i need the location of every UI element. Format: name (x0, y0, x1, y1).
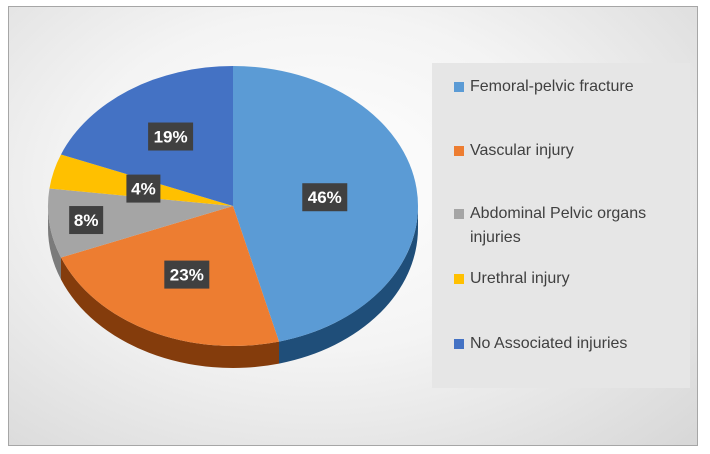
data-label-text: 23% (170, 266, 204, 285)
legend-item-femoral-pelvic-fracture: Femoral-pelvic fracture (454, 75, 682, 99)
legend-label: No Associated injuries (470, 335, 628, 352)
pie-3d-sides (48, 206, 418, 369)
data-label-box (69, 206, 104, 235)
data-label-box (164, 260, 210, 289)
pie-side-vascular-injury (60, 257, 280, 369)
data-label-abdominal-pelvic-organs-injuries: 8% (69, 206, 104, 235)
legend-item-abdominal-pelvic-organs-injuries: Abdominal Pelvic organs injuries (454, 202, 682, 250)
pie-side-abdominal-pelvic-organs-injuries (48, 206, 61, 280)
data-label-text: 46% (308, 188, 342, 207)
data-label-urethral-injury: 4% (126, 174, 161, 203)
data-label-box (148, 122, 194, 151)
data-label-box (126, 174, 161, 203)
pie-data-labels: 46% 23% 8% 4% 19% (69, 122, 348, 289)
legend-swatch (454, 209, 464, 219)
legend-label: Vascular injury (470, 142, 574, 159)
legend-item-vascular-injury: Vascular injury (454, 139, 682, 163)
legend-item-urethral-injury: Urethral injury (454, 267, 682, 291)
data-label-text: 8% (74, 211, 99, 230)
legend: Femoral-pelvic fracture Vascular injury … (432, 63, 690, 388)
pie-side-femoral-pelvic-fracture (279, 206, 418, 364)
data-label-vascular-injury: 23% (164, 260, 210, 289)
data-label-box (302, 183, 348, 212)
data-label-femoral-pelvic-fracture: 46% (302, 183, 348, 212)
legend-label: Abdominal Pelvic organs injuries (470, 205, 647, 246)
legend-item-no-associated-injuries: No Associated injuries (454, 332, 682, 356)
pie-slice-abdominal-pelvic-organs-injuries (47, 188, 233, 258)
legend-label: Urethral injury (470, 270, 570, 287)
legend-swatch (454, 339, 464, 349)
data-label-no-associated-injuries: 19% (148, 122, 194, 151)
pie-slice-no-associated-injuries (60, 66, 233, 206)
legend-label: Femoral-pelvic fracture (470, 78, 634, 95)
legend-swatch (454, 146, 464, 156)
legend-swatch (454, 82, 464, 92)
pie-slices (47, 66, 418, 347)
data-label-text: 4% (131, 180, 156, 199)
legend-swatch (454, 274, 464, 284)
data-label-text: 19% (154, 128, 188, 147)
